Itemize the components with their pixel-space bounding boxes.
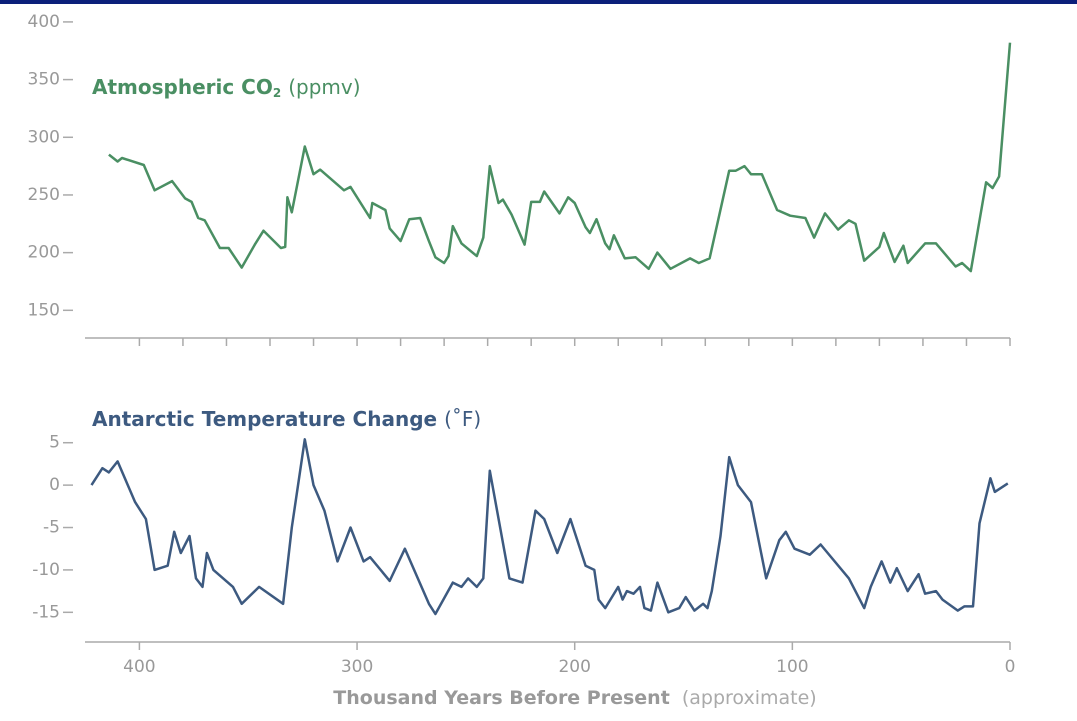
x-tick-label: 0 [1005,657,1016,677]
x-axis-note: (approximate) [682,687,817,709]
y-tick-label: 200 [28,243,60,263]
title-subscript: 2 [273,86,281,100]
y-tick-label: 300 [28,127,60,147]
x-axis-label: Thousand Years Before Present (approxima… [333,687,816,709]
y-tick-label: 0 [49,475,60,495]
title-unit: (˚F) [444,407,481,431]
title-unit: (ppmv) [288,75,360,99]
x-tick-label: 100 [776,657,808,677]
y-tick-label: 250 [28,185,60,205]
y-tick-label: 350 [28,70,60,90]
y-tick-label: -15 [32,602,60,622]
title-main: Antarctic Temperature Change [92,407,437,431]
x-tick-label: 200 [558,657,590,677]
panel-title: Antarctic Temperature Change (˚F) [92,407,481,431]
data-line [108,42,1012,273]
top-border [0,0,1077,4]
x-axis-title: Thousand Years Before Present [333,687,670,709]
y-tick-label: 400 [28,12,60,32]
y-tick-label: 5 [49,433,60,453]
y-tick-label: -10 [32,560,60,580]
title-main: Atmospheric CO [92,75,273,99]
data-line [90,438,1009,616]
y-tick-label: 150 [28,300,60,320]
x-tick-label: 400 [123,657,155,677]
x-tick-label: 300 [341,657,373,677]
panel-title: Atmospheric CO2 (ppmv) [92,75,361,100]
y-tick-label: -5 [43,518,60,538]
